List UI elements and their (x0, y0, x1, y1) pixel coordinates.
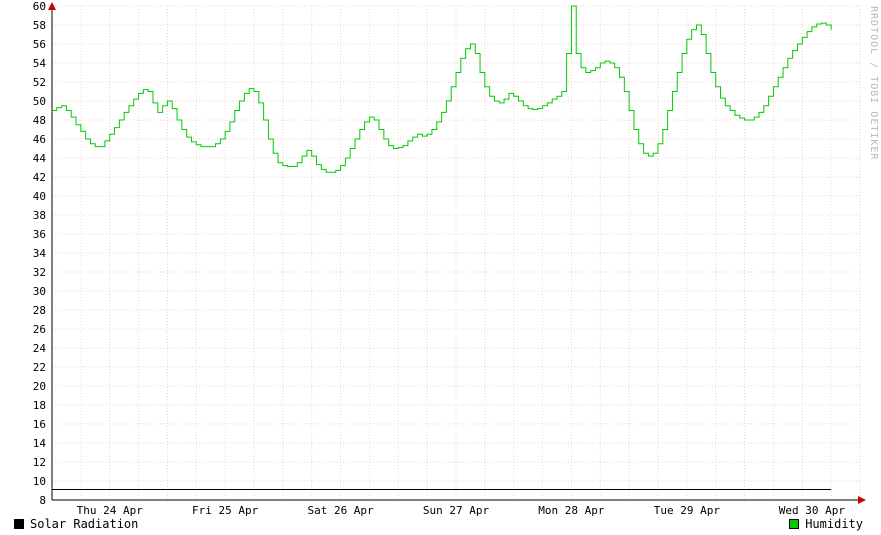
svg-text:18: 18 (33, 399, 46, 412)
svg-text:Sun 27 Apr: Sun 27 Apr (423, 504, 490, 517)
svg-text:34: 34 (33, 247, 47, 260)
svg-text:26: 26 (33, 323, 46, 336)
svg-text:42: 42 (33, 171, 46, 184)
svg-text:22: 22 (33, 361, 46, 374)
svg-text:28: 28 (33, 304, 46, 317)
rrd-chart: 8 10 12 14 16 18 20 22 24 26 28 30 32 34 36 38 40 42 44 46 4… (0, 0, 881, 535)
svg-text:Sat 26 Apr: Sat 26 Apr (307, 504, 374, 517)
svg-text:40: 40 (33, 190, 46, 203)
svg-text:60: 60 (33, 0, 46, 13)
svg-text:32: 32 (33, 266, 46, 279)
svg-text:Mon 28 Apr: Mon 28 Apr (538, 504, 605, 517)
svg-text:Fri 25 Apr: Fri 25 Apr (192, 504, 259, 517)
svg-text:24: 24 (33, 342, 47, 355)
svg-text:38: 38 (33, 209, 46, 222)
svg-text:46: 46 (33, 133, 46, 146)
watermark-text: RRDTOOL / TOBI OETIKER (868, 6, 879, 160)
legend-humidity: Humidity (789, 517, 863, 531)
legend-label-humidity: Humidity (805, 517, 863, 531)
svg-text:58: 58 (33, 19, 46, 32)
svg-text:14: 14 (33, 437, 47, 450)
svg-text:Tue 29 Apr: Tue 29 Apr (654, 504, 721, 517)
svg-text:Thu 24 Apr: Thu 24 Apr (77, 504, 144, 517)
swatch-solar (14, 519, 24, 529)
svg-text:12: 12 (33, 456, 46, 469)
legend-label-solar: Solar Radiation (30, 517, 138, 531)
svg-text:20: 20 (33, 380, 46, 393)
svg-text:8: 8 (39, 494, 46, 507)
svg-text:54: 54 (33, 57, 47, 70)
svg-text:30: 30 (33, 285, 46, 298)
swatch-humidity (789, 519, 799, 529)
chart-container: 8 10 12 14 16 18 20 22 24 26 28 30 32 34 36 38 40 42 44 46 4… (0, 0, 881, 535)
svg-text:Wed 30 Apr: Wed 30 Apr (779, 504, 846, 517)
svg-text:44: 44 (33, 152, 47, 165)
svg-text:10: 10 (33, 475, 46, 488)
svg-text:16: 16 (33, 418, 46, 431)
svg-text:50: 50 (33, 95, 46, 108)
svg-text:48: 48 (33, 114, 46, 127)
legend-solar: Solar Radiation (14, 517, 138, 531)
svg-text:56: 56 (33, 38, 46, 51)
svg-text:52: 52 (33, 76, 46, 89)
svg-text:36: 36 (33, 228, 46, 241)
